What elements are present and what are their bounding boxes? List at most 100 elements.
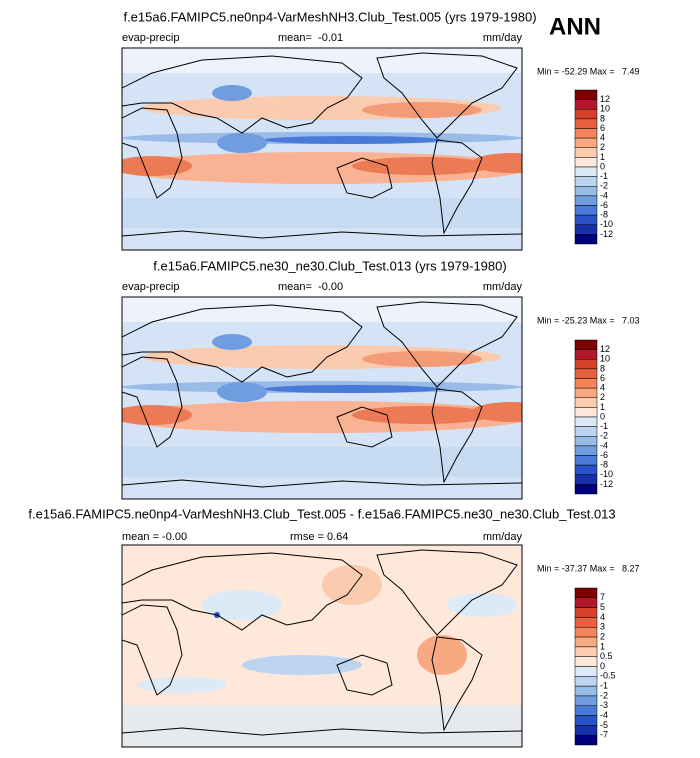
colorbar-label: 10 [600,354,610,364]
colorbar-box [574,368,598,379]
colorbar-label: -1 [600,681,608,691]
colorbar-box [574,176,598,187]
colorbar-label: 0 [600,161,605,171]
map-frame [121,296,523,500]
map-field [112,48,552,250]
colorbar-box [574,224,598,235]
colorbar-box [574,234,598,245]
colorbar-box [574,636,598,648]
colorbar-box [574,359,598,370]
colorbar-box [574,646,598,657]
colorbar-label: 4 [600,133,605,143]
colorbar-label: 8 [600,113,605,123]
colorbar-box [574,445,598,456]
colorbar-box [574,464,598,475]
map [112,296,552,500]
colorbar-box [574,339,598,350]
colorbar-label: -2 [600,431,608,441]
colorbar-box [574,617,598,628]
center-label: mean= -0.00 [278,281,343,293]
colorbar-label: 0 [600,411,605,421]
colorbar-box [574,725,598,736]
colorbar-label: 5 [600,602,605,612]
colorbar-box [574,416,598,427]
colorbar-label: -4 [600,190,608,200]
colorbar-label: 6 [600,373,605,383]
colorbar-box [574,484,598,495]
colorbar-label: 10 [600,104,610,114]
colorbar-label: 2 [600,392,605,402]
center-label: rmse = 0.64 [290,531,348,543]
season-label: ANN [549,13,601,40]
units-label: mm/day [483,281,523,293]
colorbar-label: 4 [600,612,605,622]
colorbar-box [574,455,598,466]
colorbar-box [574,656,598,667]
map [121,544,523,748]
center-label: mean= -0.01 [278,32,343,44]
colorbar-label: 12 [600,94,610,104]
colorbar-label: -12 [600,479,613,489]
colorbar-label: -2 [600,181,608,191]
colorbar-label: -6 [600,450,608,460]
units-label: mm/day [483,32,523,44]
map-clip [112,48,552,250]
colorbar-box [574,436,598,447]
colorbar-box [574,474,598,485]
colorbar-box [574,666,598,677]
map [112,47,552,251]
colorbar-label: -10 [600,219,613,229]
left-label: mean = -0.00 [122,531,187,543]
colorbar-box [574,137,598,148]
colorbar-box [574,587,598,599]
colorbar-label: -12 [600,229,613,239]
map-frame [121,47,523,251]
colorbar-label: -4 [600,710,608,720]
colorbar-label: 12 [600,344,610,354]
colorbar-box [574,387,598,398]
min-max: Min = -25.23 Max = 7.03 [537,315,640,325]
colorbar-box [574,407,598,418]
panel-title: f.e15a6.FAMIPC5.ne30_ne30.Club_Test.013 … [153,258,506,273]
colorbar-label: -0.5 [600,671,616,681]
colorbar-box [574,676,598,687]
map-field [122,545,522,747]
colorbar-box [574,685,598,697]
colorbar-label: -5 [600,720,608,730]
colorbar-label: 4 [600,383,605,393]
min-max: Min = -37.37 Max = 8.27 [537,563,640,573]
colorbar-box [574,157,598,168]
colorbar-label: 0 [600,661,605,671]
colorbar-label: -4 [600,440,608,450]
colorbar-label: -7 [600,730,608,740]
colorbar-label: 2 [600,142,605,152]
map-field [112,297,552,499]
min-max: Min = -52.29 Max = 7.49 [537,66,640,76]
colorbar-box [574,734,598,746]
panel-title: f.e15a6.FAMIPC5.ne0np4-VarMeshNH3.Club_T… [123,9,536,24]
units-label: mm/day [483,531,523,543]
colorbar-box [574,426,598,437]
colorbar-label: -2 [600,690,608,700]
colorbar-box [574,89,598,100]
colorbar-box [574,627,598,638]
colorbar-box [574,109,598,120]
colorbar-label: -1 [600,171,608,181]
colorbar-label: 8 [600,363,605,373]
colorbar-box [574,397,598,408]
left-label: evap-precip [122,32,179,44]
colorbar-box [574,128,598,139]
left-label: evap-precip [122,281,179,293]
colorbar-label: 6 [600,123,605,133]
colorbar-label: 2 [600,631,605,641]
colorbar-label: 1 [600,641,605,651]
colorbar-label: 3 [600,622,605,632]
map-frame [121,544,523,748]
colorbar-label: 1 [600,152,605,162]
colorbar-label: -8 [600,460,608,470]
colorbar-box [574,607,598,618]
colorbar-box [574,195,598,206]
colorbar-box [574,597,598,608]
map-clip [122,545,522,747]
